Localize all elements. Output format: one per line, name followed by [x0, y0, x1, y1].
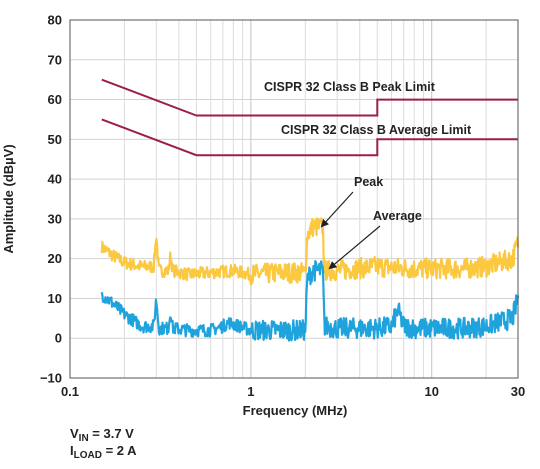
- y-tick-label: 70: [48, 52, 62, 67]
- peak-arrow: [320, 191, 354, 228]
- average-arrow: [328, 225, 381, 270]
- average-label: Average: [373, 209, 422, 223]
- x-tick-labels: 0.1 1 10 30: [61, 384, 525, 399]
- y-tick-label: −10: [40, 371, 62, 386]
- x-tick-label: 1: [247, 384, 254, 399]
- vin-condition: VIN = 3.7 V: [70, 426, 134, 444]
- y-tick-label: 50: [48, 132, 62, 147]
- y-tick-label: 60: [48, 92, 62, 107]
- peak-limit-label: CISPR 32 Class B Peak Limit: [264, 80, 436, 94]
- plot-frame: [69, 19, 519, 379]
- y-tick-label: 80: [48, 13, 62, 28]
- x-axis-title: Frequency (MHz): [243, 403, 348, 418]
- peak-label: Peak: [354, 175, 383, 189]
- x-tick-label: 0.1: [61, 384, 79, 399]
- x-tick-label: 10: [424, 384, 438, 399]
- series-average-line: [100, 260, 520, 342]
- limit-lines: [101, 78, 518, 157]
- y-tick-label: 30: [48, 211, 62, 226]
- y-tick-label: 0: [55, 331, 62, 346]
- grid: [69, 19, 519, 379]
- series-peak-line: [100, 217, 520, 286]
- y-tick-labels: −10 0 10 20 30 40 50 60 70 80: [40, 13, 62, 386]
- average-limit-line: [101, 118, 518, 157]
- series-layer: [100, 217, 520, 342]
- iload-condition: ILOAD = 2 A: [70, 443, 137, 461]
- y-tick-label: 10: [48, 291, 62, 306]
- x-tick-label: 30: [511, 384, 525, 399]
- y-axis-title: Amplitude (dBµV): [1, 144, 16, 253]
- peak-limit-line: [101, 78, 518, 117]
- average-limit-label: CISPR 32 Class B Average Limit: [281, 123, 472, 137]
- y-tick-label: 40: [48, 172, 62, 187]
- y-tick-label: 20: [48, 251, 62, 266]
